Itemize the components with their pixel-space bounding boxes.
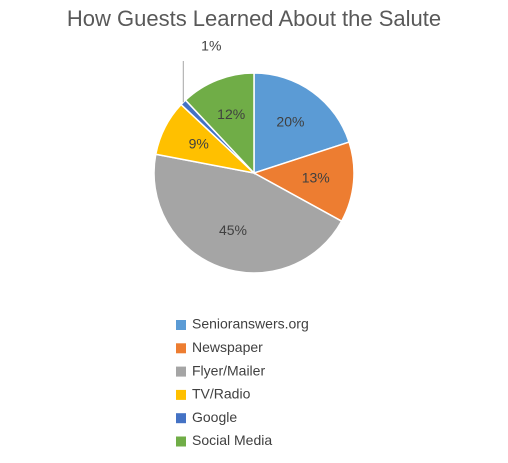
legend: Senioranswers.org Newspaper Flyer/Mailer TV…: [176, 316, 309, 448]
pie-slice: [153, 153, 343, 274]
data-label: 20%: [276, 114, 304, 130]
data-label: 1%: [201, 38, 221, 54]
data-label: 13%: [302, 170, 330, 186]
pie-slice: [253, 72, 351, 175]
legend-label: TV/Radio: [192, 386, 251, 402]
data-label: 9%: [189, 136, 209, 152]
legend-label: Social Media: [192, 432, 272, 448]
pie: 20% 13% 45% 9% 1% 12%: [153, 38, 355, 274]
pie-slice: [184, 72, 255, 175]
legend-label: Flyer/Mailer: [192, 362, 265, 378]
legend-swatch: [176, 320, 186, 330]
legend-swatch: [176, 413, 186, 424]
legend-swatch: [176, 343, 186, 354]
legend-label: Senioranswers.org: [192, 316, 309, 332]
pie-slice: [252, 141, 355, 223]
data-label: 12%: [217, 106, 245, 122]
data-label: 45%: [219, 222, 247, 238]
legend-swatch: [176, 389, 186, 400]
legend-swatch: [176, 366, 186, 377]
legend-swatch: [176, 436, 186, 447]
legend-label: Newspaper: [192, 339, 263, 355]
legend-label: Google: [192, 409, 237, 425]
chart-title: How Guests Learned About the Salute: [67, 6, 441, 31]
